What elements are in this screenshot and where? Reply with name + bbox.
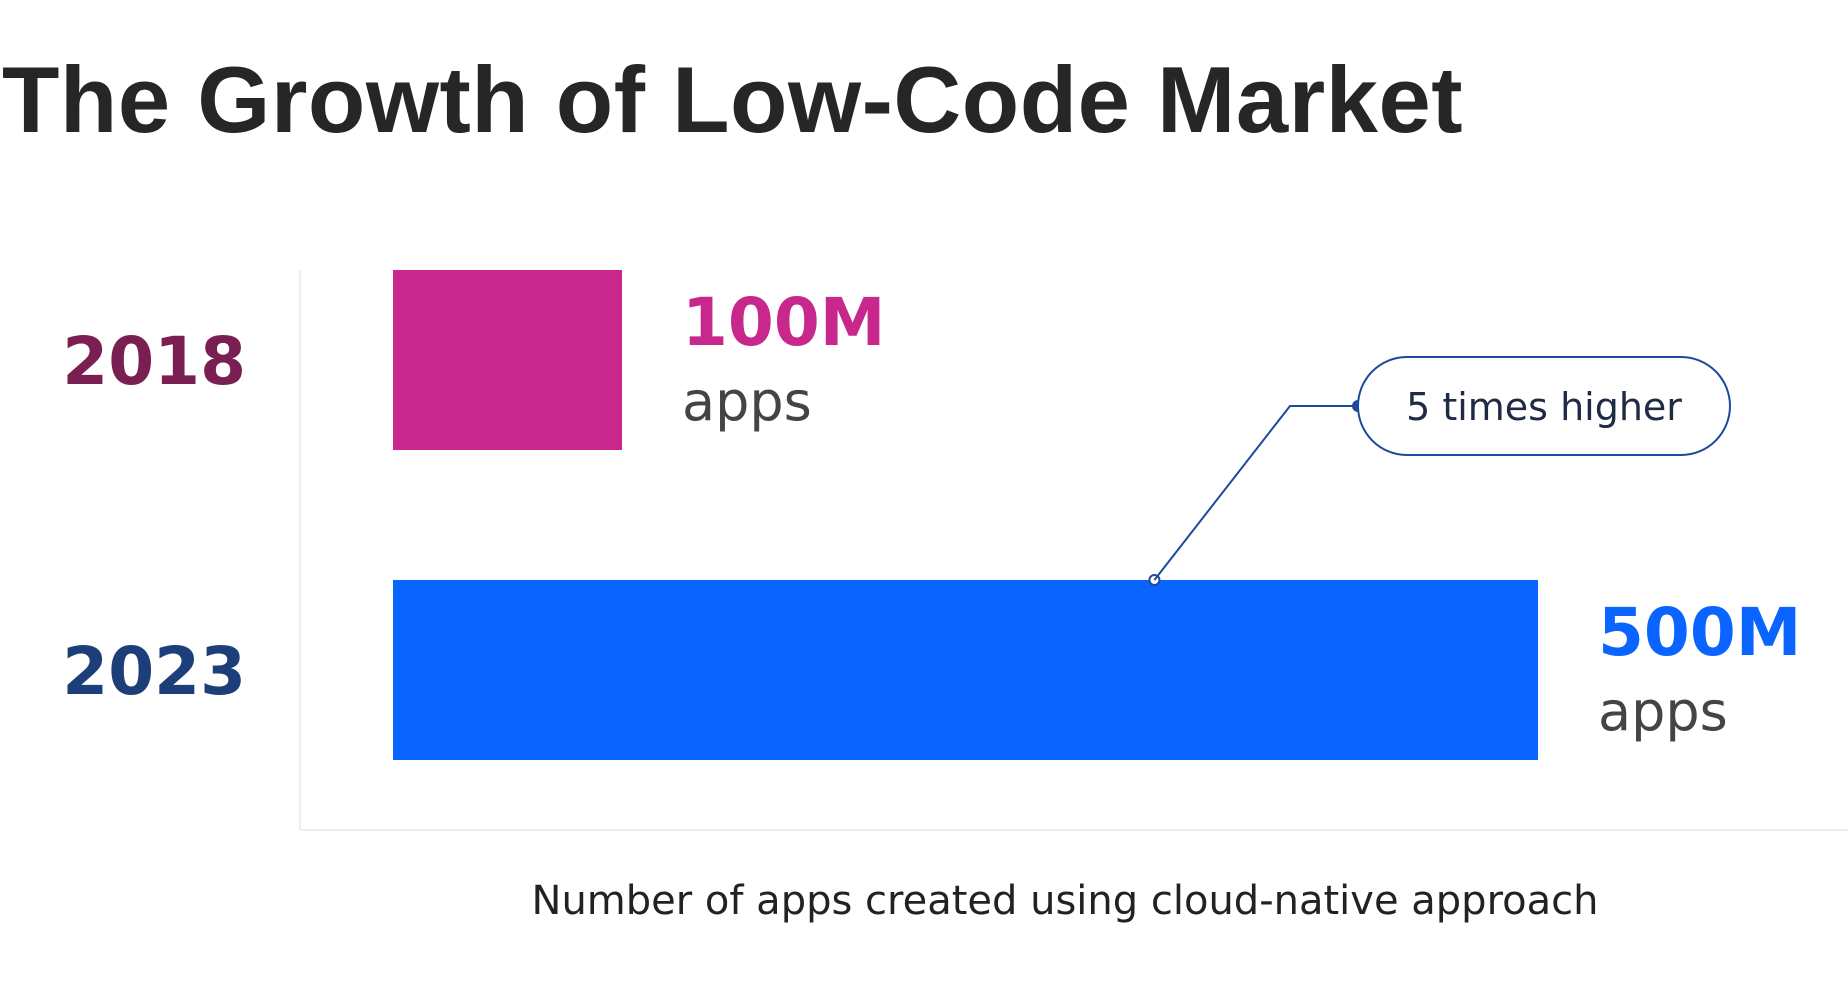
chart-axes [299,270,1848,831]
callout-connector [1153,405,1358,581]
chart-title: The Growth of Low-Code Market [2,47,1464,152]
callout-pill [1357,356,1731,456]
bar-2018 [393,270,622,450]
y-tick-label: 2023 [62,633,246,710]
callout-annotation: 5 times higher [1148,356,1731,586]
bar-2023 [393,580,1538,760]
data-label-value: 500M [1598,594,1801,671]
callout-text: 5 times higher [1406,385,1682,429]
data-label-unit: apps [682,370,812,433]
y-tick-label: 2018 [62,323,246,400]
x-axis-label: Number of apps created using cloud-nativ… [532,878,1599,924]
data-label-unit: apps [1598,680,1728,743]
data-label-value: 100M [682,284,885,361]
chart-labels: 2018 100M apps 2023 500M apps [62,284,1801,743]
chart-bars [393,270,1538,760]
